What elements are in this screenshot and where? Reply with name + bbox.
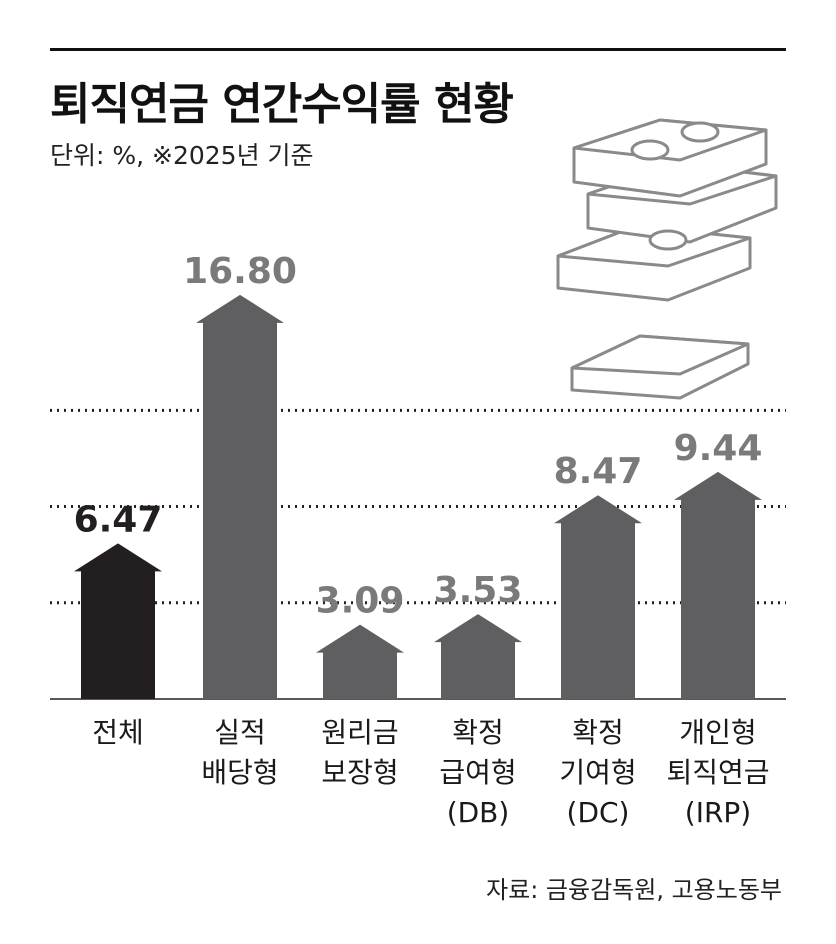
top-rule <box>50 48 786 51</box>
value-label: 6.47 <box>74 499 163 540</box>
bar <box>434 614 522 699</box>
bar <box>554 495 642 699</box>
money-bundle <box>570 334 750 376</box>
category-label: 확정 <box>452 716 504 749</box>
value-label: 9.44 <box>674 428 763 469</box>
value-labels: 6.47 16.80 3.09 3.53 8.47 9.44 <box>74 251 763 622</box>
category-label: (IRP) <box>685 796 751 829</box>
category-label: (DB) <box>447 796 510 829</box>
value-label: 3.53 <box>434 570 523 611</box>
chart-title: 퇴직연금 연간수익률 현황 <box>50 79 514 130</box>
category-label: 개인형 <box>679 716 756 749</box>
category-label: 배당형 <box>201 756 278 789</box>
category-label: (DC) <box>567 796 630 829</box>
bar <box>316 624 404 699</box>
value-label: 16.80 <box>183 251 297 292</box>
bar <box>74 543 162 699</box>
bill-seal <box>680 121 720 143</box>
bill-seal <box>648 229 688 251</box>
bar <box>196 294 284 699</box>
category-label: 보장형 <box>321 756 398 789</box>
money-stack-icon <box>556 118 778 400</box>
category-label: 원리금 <box>321 716 398 749</box>
bar <box>674 471 762 699</box>
category-label: 확정 <box>572 716 624 749</box>
source-note: 자료: 금융감독원, 고용노동부 <box>486 876 782 904</box>
bill-seal <box>630 139 670 161</box>
category-label: 퇴직연금 <box>666 756 769 789</box>
value-label: 3.09 <box>316 581 405 622</box>
category-label: 전체 <box>92 716 144 749</box>
category-label: 실적 <box>214 716 266 749</box>
value-label: 8.47 <box>554 451 643 492</box>
unit-note: 단위: %, ※2025년 기준 <box>50 141 314 170</box>
category-label: 기여형 <box>559 756 636 789</box>
bars <box>74 294 762 699</box>
category-label: 급여형 <box>439 756 516 789</box>
